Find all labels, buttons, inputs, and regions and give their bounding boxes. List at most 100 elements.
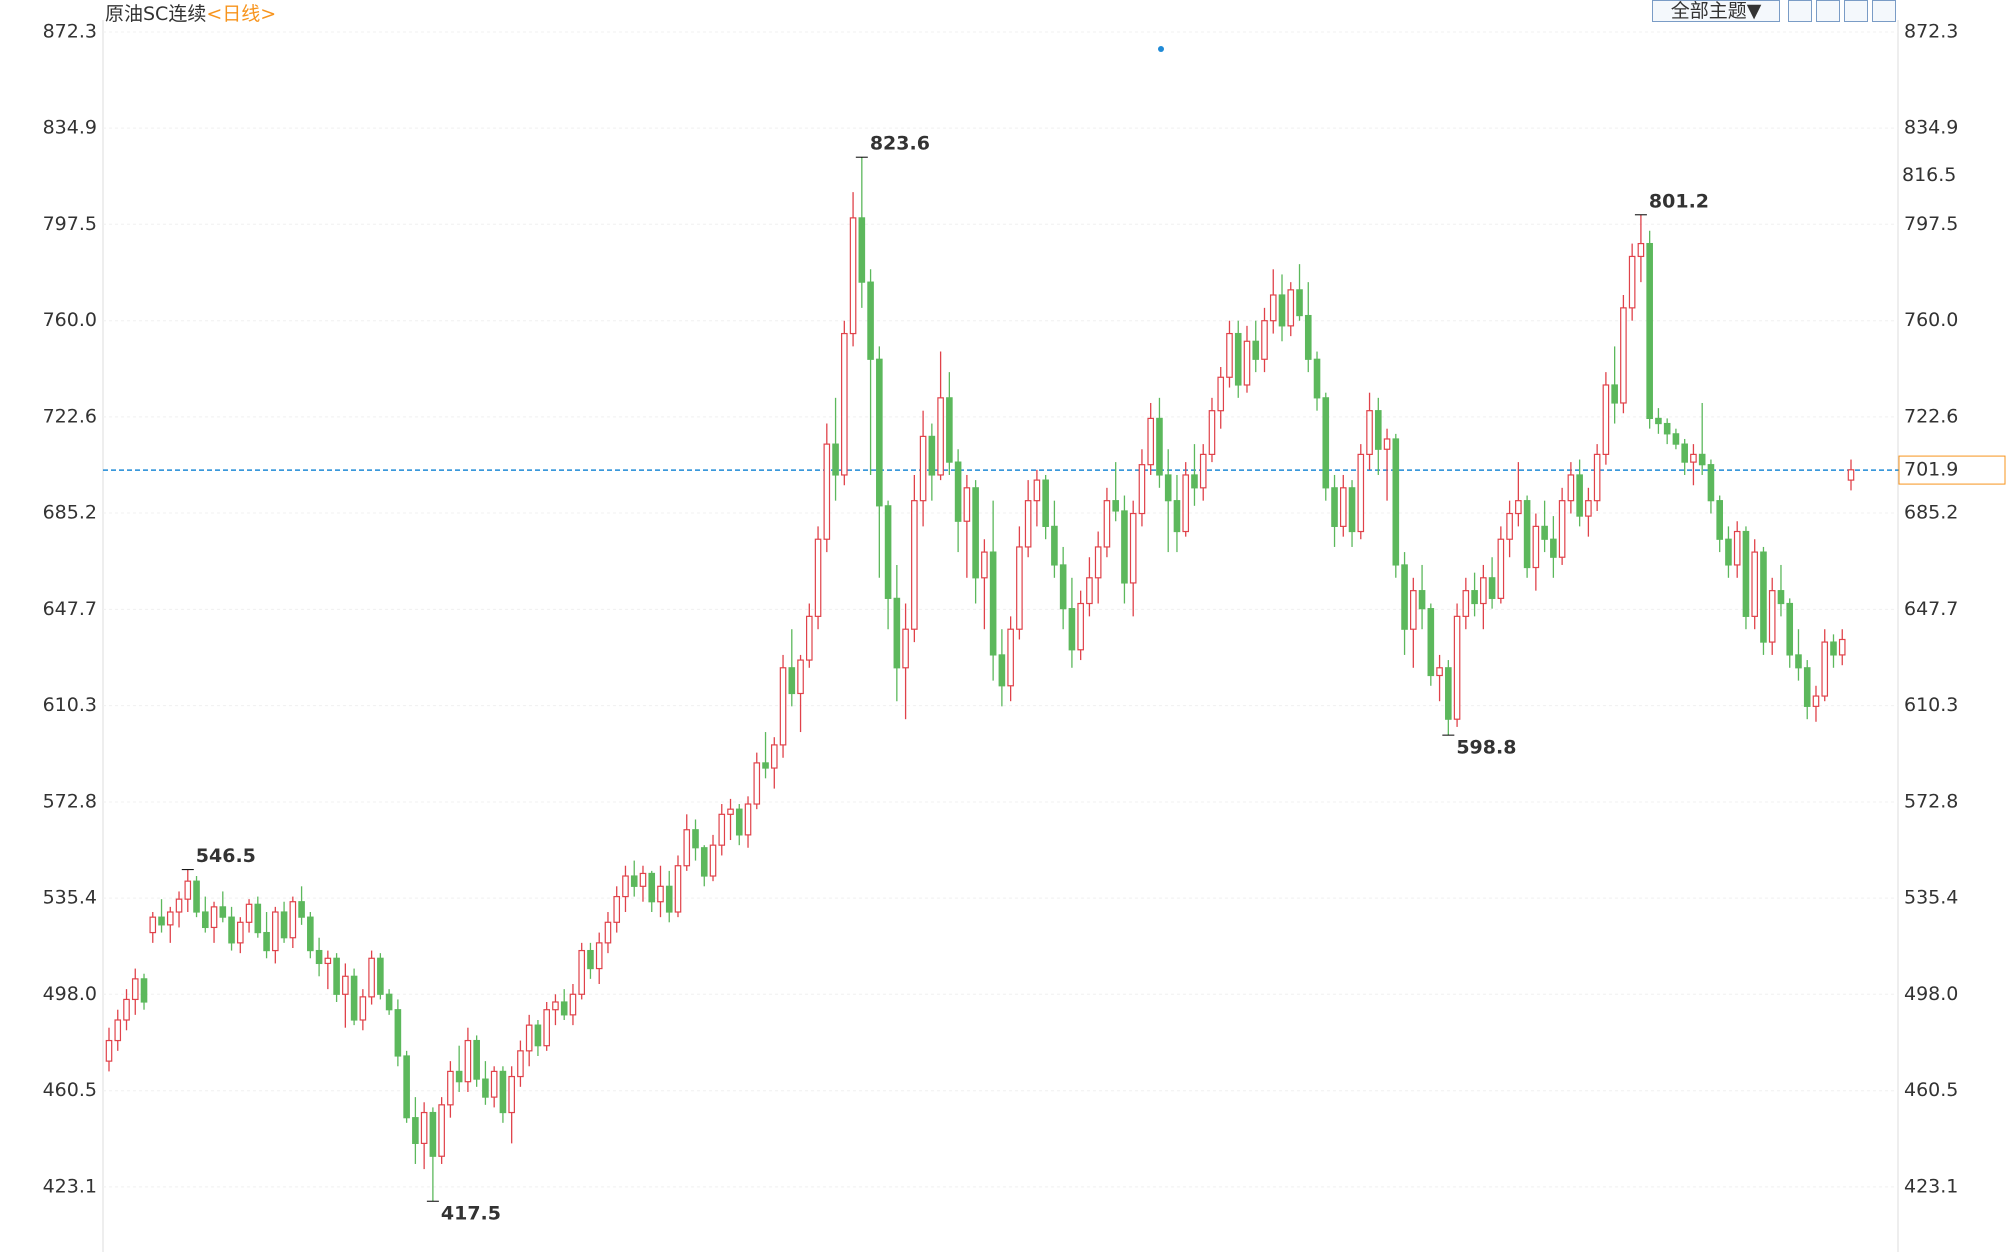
candle-body: [482, 1078, 489, 1098]
y-tick-label-right: 797.5: [1904, 213, 1958, 235]
candle-body: [639, 872, 647, 887]
candle-body: [1068, 608, 1076, 651]
candle-body: [368, 957, 375, 998]
candle-body: [1681, 443, 1688, 463]
candle-body: [1515, 500, 1522, 515]
y-tick-label-right: 423.1: [1904, 1175, 1958, 1197]
candle-body: [1156, 417, 1163, 476]
candle-body: [665, 885, 673, 913]
candle-body: [1488, 577, 1496, 599]
candle-body: [578, 949, 586, 995]
y-tick-label-right: 722.6: [1904, 405, 1958, 427]
candle-body: [954, 461, 962, 522]
candle-body: [1278, 294, 1286, 327]
candle-body: [166, 911, 174, 926]
candle-body: [1742, 530, 1750, 617]
candle-body: [1602, 384, 1610, 455]
candle-body: [201, 911, 209, 929]
title-text: 原油SC连续: [105, 3, 206, 25]
candle-body: [657, 885, 664, 903]
candle-body: [272, 911, 279, 952]
candle-body: [1331, 487, 1338, 527]
candle-body: [797, 659, 804, 695]
candle-body: [1112, 500, 1119, 512]
candle-body: [1304, 314, 1312, 360]
candle-body: [1751, 551, 1759, 617]
tool-icon[interactable]: [1872, 0, 1896, 22]
candle-body: [490, 1070, 498, 1098]
candle-body: [1777, 590, 1785, 605]
candle-body: [1226, 332, 1233, 378]
candle-body: [114, 1019, 122, 1042]
candle-body: [788, 667, 796, 695]
candle-body: [727, 808, 734, 815]
y-tick-label: 498.0: [43, 983, 97, 1005]
candle-body: [718, 813, 726, 846]
y-tick-label: 460.5: [43, 1079, 97, 1101]
candle-body: [963, 487, 971, 522]
candle-body: [1138, 464, 1146, 515]
candle-body: [902, 628, 909, 669]
candle-body: [1208, 410, 1216, 455]
candle-body: [315, 949, 323, 965]
candle-body: [525, 1024, 533, 1052]
candle-body: [1558, 500, 1566, 558]
candle-body: [1497, 538, 1505, 599]
candle-body: [884, 505, 892, 599]
candle-body: [674, 865, 682, 913]
tool-icon[interactable]: [1788, 0, 1812, 22]
candle-body: [1121, 510, 1128, 584]
candle-body: [131, 978, 139, 1001]
candle-body: [1646, 242, 1653, 420]
candle-body: [1383, 438, 1391, 450]
tool-icon[interactable]: [1844, 0, 1868, 22]
candle-body: [1716, 500, 1723, 540]
y-tick-label: 535.4: [43, 887, 97, 909]
dot: [1158, 46, 1164, 52]
y-tick-label: 760.0: [43, 309, 97, 331]
candle-body: [123, 998, 130, 1021]
candle-body: [867, 281, 874, 360]
candle-body: [1803, 667, 1811, 707]
candle-body: [744, 803, 752, 836]
y-tick-label: 423.1: [43, 1175, 97, 1197]
candle-body: [1339, 487, 1347, 527]
theme-button[interactable]: 全部主题▼: [1652, 0, 1780, 22]
candle-body: [1733, 530, 1741, 566]
candle-body: [1287, 289, 1295, 327]
candle-body: [1217, 376, 1225, 412]
candle-body: [1698, 453, 1706, 466]
candle-body: [1182, 474, 1190, 533]
candle-body: [1261, 320, 1268, 360]
candle-body: [1016, 546, 1023, 630]
candle-body: [1637, 242, 1645, 258]
candle-body: [307, 916, 314, 952]
candle-body: [1847, 469, 1855, 481]
candle-body: [753, 762, 761, 805]
high-label: 823.6: [870, 133, 930, 155]
candle-body: [928, 435, 936, 476]
candle-body: [254, 903, 262, 934]
candle-body: [149, 916, 157, 934]
candle-body: [237, 921, 244, 944]
period: <日线>: [206, 3, 276, 25]
candle-body: [560, 1001, 568, 1016]
candle-body: [473, 1039, 480, 1080]
candle-body: [342, 975, 349, 995]
candle-body: [832, 443, 839, 476]
candle-body: [1593, 453, 1601, 502]
candle-body: [1077, 602, 1084, 651]
candle-body: [175, 898, 183, 913]
candle-body: [429, 1111, 437, 1157]
candle-body: [1541, 525, 1548, 540]
candle-body: [587, 949, 594, 970]
candle-body: [377, 957, 384, 995]
candle-body: [604, 921, 612, 944]
candle-body: [1366, 410, 1373, 455]
tool-icon[interactable]: [1816, 0, 1840, 22]
y-tick-label: 685.2: [43, 502, 97, 524]
candle-body: [998, 654, 1006, 687]
candle-body: [359, 996, 367, 1021]
candle-body: [508, 1075, 515, 1114]
candle-body: [1252, 340, 1260, 360]
